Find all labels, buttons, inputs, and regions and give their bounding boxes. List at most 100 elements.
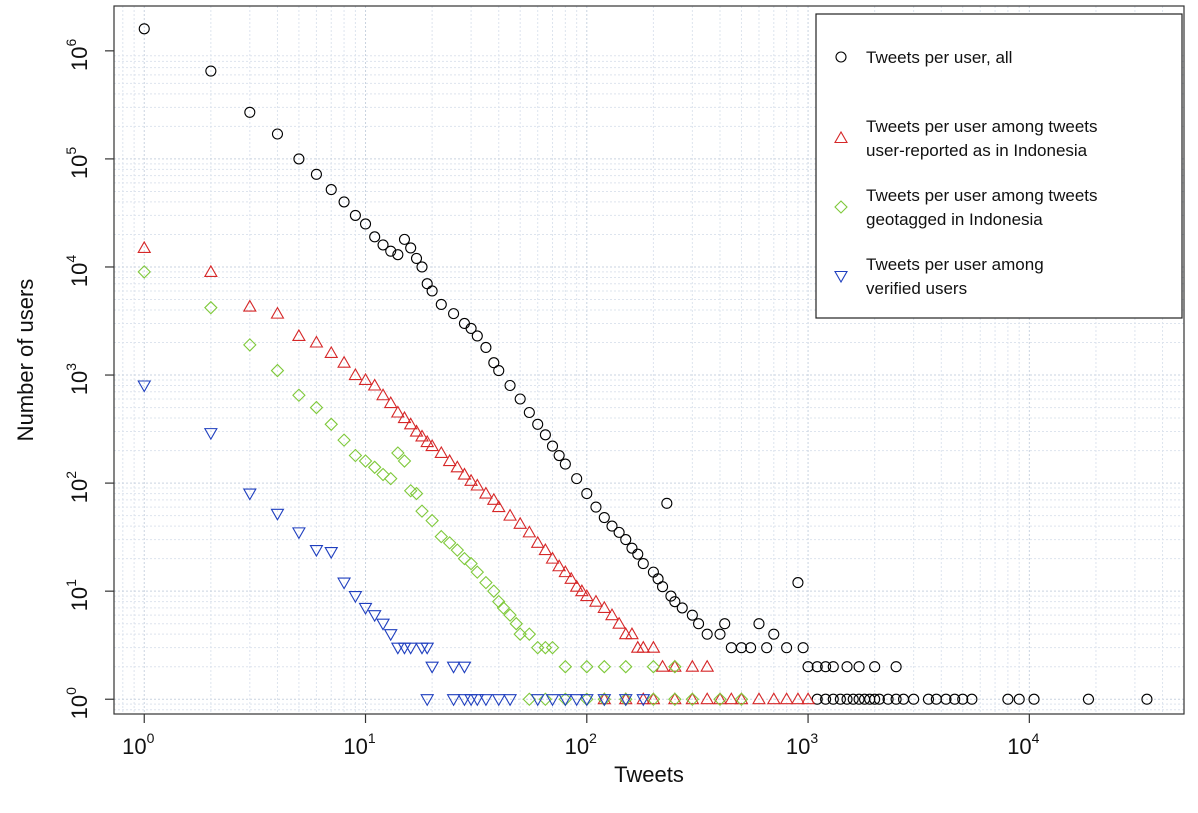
data-point	[882, 693, 894, 705]
data-point	[700, 692, 715, 705]
data-point	[652, 573, 664, 585]
data-point	[766, 692, 781, 705]
data-point	[503, 608, 517, 622]
grid-lines	[114, 6, 1185, 714]
data-point	[781, 642, 793, 654]
x-tick-label: 103	[786, 730, 818, 759]
data-points	[137, 23, 1153, 707]
data-point	[558, 694, 573, 707]
data-point	[392, 249, 404, 261]
legend-box	[815, 13, 1183, 319]
data-point	[646, 659, 661, 674]
data-point	[522, 525, 537, 538]
x-axis-title: Tweets	[614, 762, 684, 787]
data-point	[820, 661, 832, 673]
legend-label: Tweets per user among tweets	[866, 186, 1098, 205]
data-point	[491, 694, 506, 707]
data-point	[613, 526, 625, 538]
legend-label: user-reported as in Indonesia	[866, 141, 1088, 160]
data-point	[657, 581, 669, 593]
data-point	[457, 661, 472, 674]
data-point	[405, 242, 417, 254]
data-point	[768, 628, 780, 640]
data-point	[416, 261, 428, 273]
data-point	[204, 300, 218, 315]
data-point	[270, 363, 285, 378]
data-point	[668, 692, 682, 707]
data-point	[745, 642, 757, 654]
data-point	[714, 628, 726, 640]
data-point	[376, 467, 390, 482]
data-point	[293, 153, 305, 165]
data-point	[1013, 693, 1025, 705]
data-point	[488, 357, 500, 369]
data-point	[503, 694, 518, 707]
data-point	[637, 558, 649, 570]
data-point	[348, 591, 363, 604]
x-tick-label: 104	[1007, 730, 1039, 759]
data-point	[801, 692, 816, 705]
data-point	[493, 365, 505, 377]
y-tick-label: 101	[63, 579, 92, 611]
data-point	[966, 693, 978, 705]
data-point	[425, 661, 440, 674]
data-point	[574, 584, 589, 597]
data-point	[597, 659, 612, 674]
data-point	[203, 428, 218, 441]
data-point	[425, 513, 439, 528]
data-point	[605, 608, 619, 621]
data-point	[309, 545, 324, 558]
data-point	[513, 627, 527, 641]
data-point	[457, 467, 472, 480]
data-point	[309, 400, 324, 415]
data-point	[646, 640, 661, 653]
data-point	[797, 642, 809, 654]
data-point	[908, 693, 920, 705]
data-point	[491, 499, 506, 513]
data-point	[446, 661, 461, 674]
data-point	[626, 542, 638, 554]
data-point	[369, 231, 381, 243]
data-point	[734, 692, 749, 707]
data-point	[509, 616, 524, 631]
data-point	[834, 693, 846, 705]
data-point	[811, 661, 823, 673]
data-point	[292, 388, 306, 403]
y-tick-label: 103	[63, 363, 92, 395]
data-point	[522, 627, 537, 641]
data-point	[397, 454, 412, 468]
data-point	[686, 609, 698, 621]
data-point	[434, 445, 449, 459]
data-point	[420, 642, 435, 655]
data-point	[446, 694, 461, 707]
legend-marker	[834, 130, 848, 144]
legend-marker	[835, 51, 847, 63]
data-point	[513, 516, 528, 529]
data-point	[450, 543, 465, 557]
data-point	[348, 448, 363, 463]
data-point	[376, 388, 390, 401]
data-point	[486, 492, 501, 505]
data-point	[138, 23, 150, 35]
data-point	[636, 692, 651, 705]
data-point	[242, 299, 257, 312]
data-point	[802, 661, 814, 673]
data-point	[579, 589, 594, 602]
y-tick-label: 100	[63, 687, 92, 719]
data-point	[471, 330, 483, 342]
data-point	[137, 380, 152, 393]
plot-area-frame	[113, 5, 1185, 715]
data-point	[203, 264, 218, 277]
data-point	[244, 106, 256, 118]
y-axis-title: Number of users	[13, 279, 38, 442]
data-point	[734, 692, 749, 705]
data-point	[415, 504, 429, 518]
data-point	[137, 265, 152, 279]
data-point	[348, 367, 363, 381]
data-point	[545, 640, 560, 655]
data-point	[539, 429, 551, 441]
data-point	[385, 245, 397, 257]
data-point	[367, 610, 382, 623]
data-point	[811, 693, 823, 705]
legend-label: Tweets per user among	[866, 255, 1044, 274]
